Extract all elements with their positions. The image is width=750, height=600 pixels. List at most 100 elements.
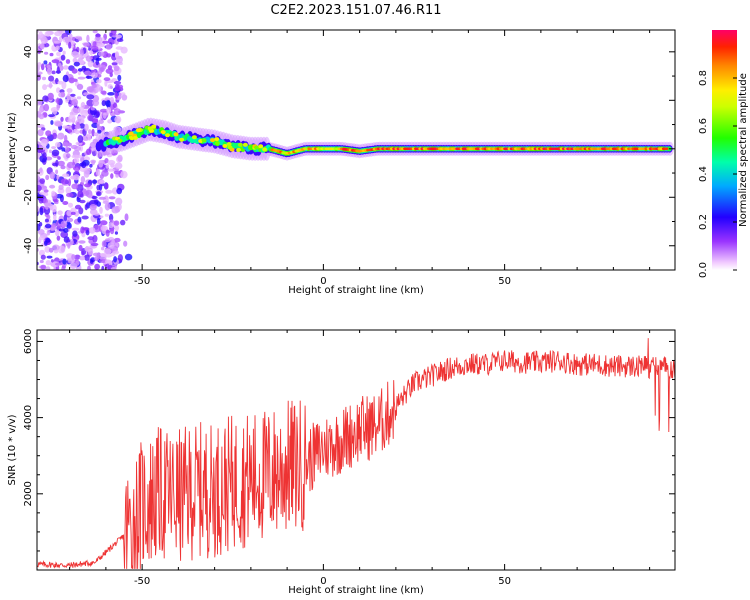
spectrogram-speckle — [63, 134, 68, 143]
spectrogram-speckle — [97, 84, 102, 92]
spectrogram-speckle — [113, 220, 120, 226]
spectrogram-speckle — [39, 178, 45, 185]
spectrogram-speckle — [96, 79, 102, 84]
spectrogram-speckle — [107, 242, 115, 249]
spectrogram-speckle — [89, 163, 93, 168]
spectrogram-panel: -50 0 50 -40 -20 0 20 40 Height of straight lin… — [7, 29, 676, 296]
spectrogram-speckle — [114, 231, 118, 235]
spectrogram-speckle — [99, 67, 105, 72]
spectrogram-peak — [237, 142, 243, 147]
figure-title: C2E2.2023.151.07.46.R11 — [270, 3, 441, 18]
spectrogram-speckle — [121, 94, 128, 101]
spectrogram-speckle — [86, 34, 90, 43]
spectrogram-speckle — [71, 254, 76, 260]
spectrogram-speckle — [65, 59, 71, 64]
spectrogram-speckle — [78, 59, 85, 65]
spectrogram-speckle — [37, 205, 40, 213]
spectrogram-speckle — [70, 93, 76, 97]
spectrogram-speckle — [114, 162, 123, 170]
spectrogram-speckle — [98, 196, 107, 200]
spectrogram-speckle — [70, 144, 78, 150]
spectrogram-speckle — [116, 187, 123, 195]
spectrogram-speckle — [49, 171, 56, 180]
spectrogram-speckle — [40, 138, 48, 147]
spectrogram-speckle — [106, 106, 112, 114]
spectrogram-speckle — [40, 254, 46, 260]
spectrogram-speckle — [92, 252, 100, 257]
spectrogram-speckle — [57, 156, 61, 160]
x-tick-label: 0 — [320, 276, 326, 287]
spectrogram-speckle — [104, 213, 109, 217]
spectrogram-speckle — [57, 160, 65, 167]
spectrogram-speckle — [113, 170, 122, 175]
spectrogram-speckle — [78, 244, 83, 252]
spectrogram-speckle — [98, 183, 103, 191]
spectrogram-speckle — [37, 229, 45, 235]
spectrogram-speckle — [47, 92, 54, 101]
spectrogram-speckle — [73, 61, 80, 67]
spectrogram-speckle — [105, 68, 114, 74]
spectrogram-speckle — [56, 134, 61, 139]
spectrogram-speckle — [45, 174, 50, 181]
spectrogram-speckle — [115, 34, 123, 39]
spectrogram-speckle — [114, 84, 120, 90]
spectrogram-speckle — [61, 147, 66, 152]
spectrogram-speckle — [38, 107, 44, 114]
spectrogram-peak — [151, 124, 157, 129]
colorbar-gradient — [712, 30, 737, 270]
spectrogram-speckle — [91, 72, 98, 79]
spectrogram-speckle — [87, 265, 91, 270]
spectrogram-speckle — [62, 125, 69, 129]
spectrogram-speckle — [45, 205, 49, 210]
spectrogram-speckle — [113, 65, 120, 72]
spectrogram-speckle — [98, 51, 105, 57]
spectrogram-speckle — [84, 204, 88, 211]
spectrogram-speckle — [99, 206, 103, 214]
spectrogram-speckle — [98, 119, 104, 124]
spectrogram-speckle — [81, 250, 85, 256]
spectrogram-speckle — [77, 106, 85, 114]
spectrogram-speckle — [114, 91, 119, 99]
spectrogram-speckle — [48, 75, 55, 82]
spectrogram-speckle — [110, 267, 117, 270]
spectrogram-speckle — [81, 215, 89, 220]
spectrogram-speckle — [48, 114, 55, 118]
spectrogram-speckle — [84, 246, 93, 252]
spectrogram-speckle — [117, 254, 123, 262]
spectrogram-speckle — [67, 129, 73, 133]
spectrogram-speckle — [44, 31, 51, 37]
spectrogram-speckle — [38, 114, 45, 120]
spectrogram-speckle — [66, 222, 72, 229]
spectrogram-speckle — [68, 202, 73, 208]
spectrogram-speckle — [37, 30, 40, 33]
spectrogram-speckle — [95, 57, 102, 61]
spectrogram-speckle — [110, 173, 114, 179]
spectrogram-speckle — [80, 176, 86, 184]
spectrogram-speckle — [60, 220, 68, 228]
spectrogram-speckle — [92, 99, 100, 107]
spectrogram-speckle — [92, 235, 98, 243]
spectrogram-speckle — [48, 247, 54, 253]
spectrogram-speckle — [57, 210, 63, 215]
spectrogram-speckle — [102, 40, 109, 44]
spectrogram-speckle — [101, 265, 105, 270]
spectrogram-speckle — [105, 164, 110, 169]
spectrogram-speckle — [90, 107, 95, 111]
spectrogram-speckle — [40, 36, 48, 45]
spectrogram-speckle — [92, 30, 98, 34]
spectrogram-speckle — [110, 227, 115, 235]
colorbar-tick-label: 0.8 — [698, 70, 709, 86]
spectrogram-speckle — [77, 37, 83, 41]
spectrogram-speckle — [116, 118, 121, 124]
spectrogram-speckle — [124, 213, 129, 221]
spectrogram-speckle — [77, 115, 82, 120]
spectrogram-peak — [128, 131, 134, 136]
spectrogram-speckle — [77, 190, 84, 198]
spectrogram-speckle — [117, 74, 122, 82]
spectrogram-speckle — [51, 190, 56, 196]
spectrogram-speckle — [51, 149, 60, 157]
spectrogram-speckle — [55, 193, 64, 199]
spectrogram-speckle — [37, 62, 42, 67]
spectrogram-speckle — [120, 170, 128, 179]
